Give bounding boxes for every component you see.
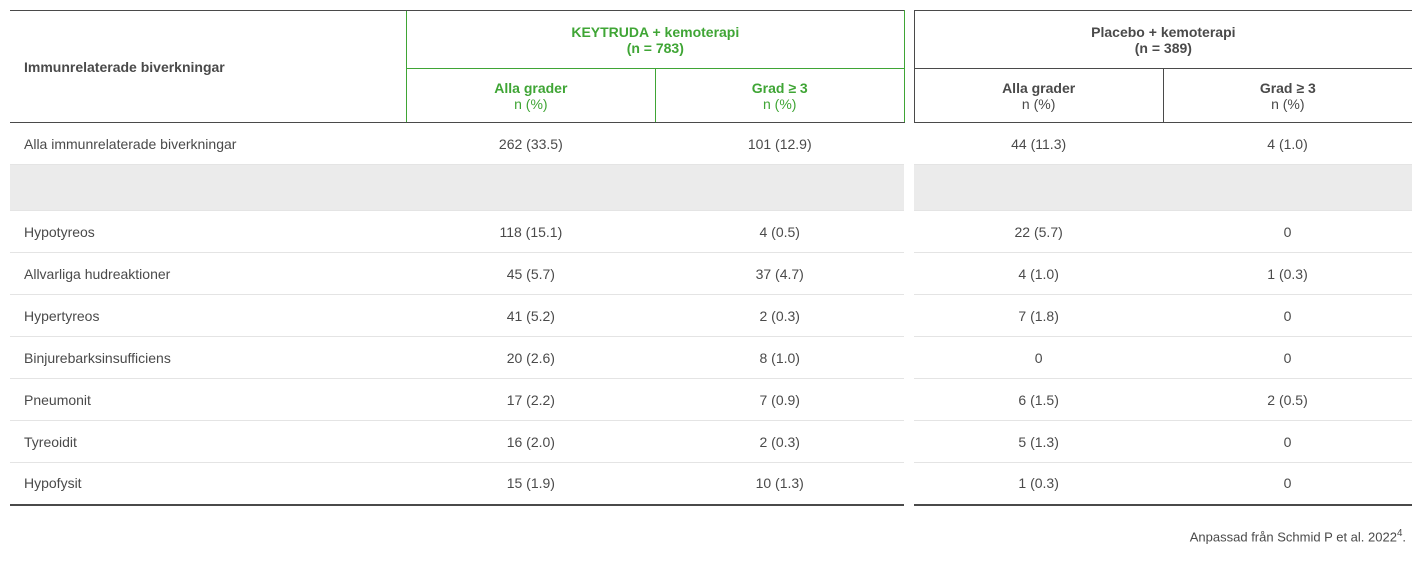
row-label: Tyreoidit [10, 421, 406, 463]
row-label: Alla immunrelaterade biverkningar [10, 123, 406, 165]
cell-placebo-allgrades: 5 (1.3) [914, 421, 1163, 463]
cell-keytruda-allgrades: 20 (2.6) [406, 337, 655, 379]
cell-keytruda-allgrades: 262 (33.5) [406, 123, 655, 165]
cell-placebo-allgrades: 6 (1.5) [914, 379, 1163, 421]
cell-keytruda-allgrades: 118 (15.1) [406, 211, 655, 253]
row-label: Hypertyreos [10, 295, 406, 337]
cell-keytruda-allgrades: 17 (2.2) [406, 379, 655, 421]
cell-keytruda-grade3: 37 (4.7) [655, 253, 904, 295]
cell-keytruda-allgrades: 16 (2.0) [406, 421, 655, 463]
table-footnote: Anpassad från Schmid P et al. 20224. [10, 528, 1412, 544]
cell-placebo-allgrades: 22 (5.7) [914, 211, 1163, 253]
row-label: Hypofysit [10, 463, 406, 505]
subhead-placebo-grade3: Grad ≥ 3 n (%) [1163, 69, 1412, 123]
cell-placebo-allgrades: 4 (1.0) [914, 253, 1163, 295]
cell-keytruda-grade3: 10 (1.3) [655, 463, 904, 505]
group-header-placebo: Placebo + kemoterapi (n = 389) [914, 11, 1412, 69]
cell-placebo-grade3: 0 [1163, 211, 1412, 253]
table-row: Tyreoidit16 (2.0)2 (0.3)5 (1.3)0 [10, 421, 1412, 463]
cell-keytruda-grade3: 2 (0.3) [655, 421, 904, 463]
row-label: Pneumonit [10, 379, 406, 421]
group-header-keytruda: KEYTRUDA + kemoterapi (n = 783) [406, 11, 904, 69]
cell-keytruda-allgrades: 15 (1.9) [406, 463, 655, 505]
cell-keytruda-grade3: 7 (0.9) [655, 379, 904, 421]
cell-placebo-grade3: 2 (0.5) [1163, 379, 1412, 421]
cell-placebo-allgrades: 7 (1.8) [914, 295, 1163, 337]
cell-keytruda-grade3: 2 (0.3) [655, 295, 904, 337]
table-row: Allvarliga hudreaktioner45 (5.7)37 (4.7)… [10, 253, 1412, 295]
cell-placebo-allgrades: 1 (0.3) [914, 463, 1163, 505]
table-row: Hypotyreos118 (15.1)4 (0.5)22 (5.7)0 [10, 211, 1412, 253]
cell-keytruda-allgrades: 45 (5.7) [406, 253, 655, 295]
subhead-placebo-allgrades: Alla grader n (%) [914, 69, 1163, 123]
cell-placebo-allgrades: 0 [914, 337, 1163, 379]
cell-placebo-grade3: 0 [1163, 295, 1412, 337]
cell-placebo-grade3: 0 [1163, 463, 1412, 505]
row-label: Allvarliga hudreaktioner [10, 253, 406, 295]
table-row: Hypofysit15 (1.9)10 (1.3)1 (0.3)0 [10, 463, 1412, 505]
table-row: Pneumonit17 (2.2)7 (0.9)6 (1.5)2 (0.5) [10, 379, 1412, 421]
subhead-keytruda-grade3: Grad ≥ 3 n (%) [655, 69, 904, 123]
row-label: Hypotyreos [10, 211, 406, 253]
cell-placebo-grade3: 0 [1163, 337, 1412, 379]
cell-keytruda-grade3: 4 (0.5) [655, 211, 904, 253]
cell-keytruda-allgrades: 41 (5.2) [406, 295, 655, 337]
subhead-keytruda-allgrades: Alla grader n (%) [406, 69, 655, 123]
row-label: Binjurebarksinsufficiens [10, 337, 406, 379]
adverse-events-table: Immunrelaterade biverkningar KEYTRUDA + … [10, 10, 1412, 506]
table-row: Binjurebarksinsufficiens20 (2.6)8 (1.0)0… [10, 337, 1412, 379]
cell-placebo-grade3: 4 (1.0) [1163, 123, 1412, 165]
table-row: Alla immunrelaterade biverkningar262 (33… [10, 123, 1412, 165]
cell-placebo-allgrades: 44 (11.3) [914, 123, 1163, 165]
cell-placebo-grade3: 0 [1163, 421, 1412, 463]
cell-keytruda-grade3: 8 (1.0) [655, 337, 904, 379]
row-header-label: Immunrelaterade biverkningar [10, 11, 406, 123]
table-row: Hypertyreos41 (5.2)2 (0.3)7 (1.8)0 [10, 295, 1412, 337]
cell-placebo-grade3: 1 (0.3) [1163, 253, 1412, 295]
section-spacer [10, 165, 1412, 211]
cell-keytruda-grade3: 101 (12.9) [655, 123, 904, 165]
